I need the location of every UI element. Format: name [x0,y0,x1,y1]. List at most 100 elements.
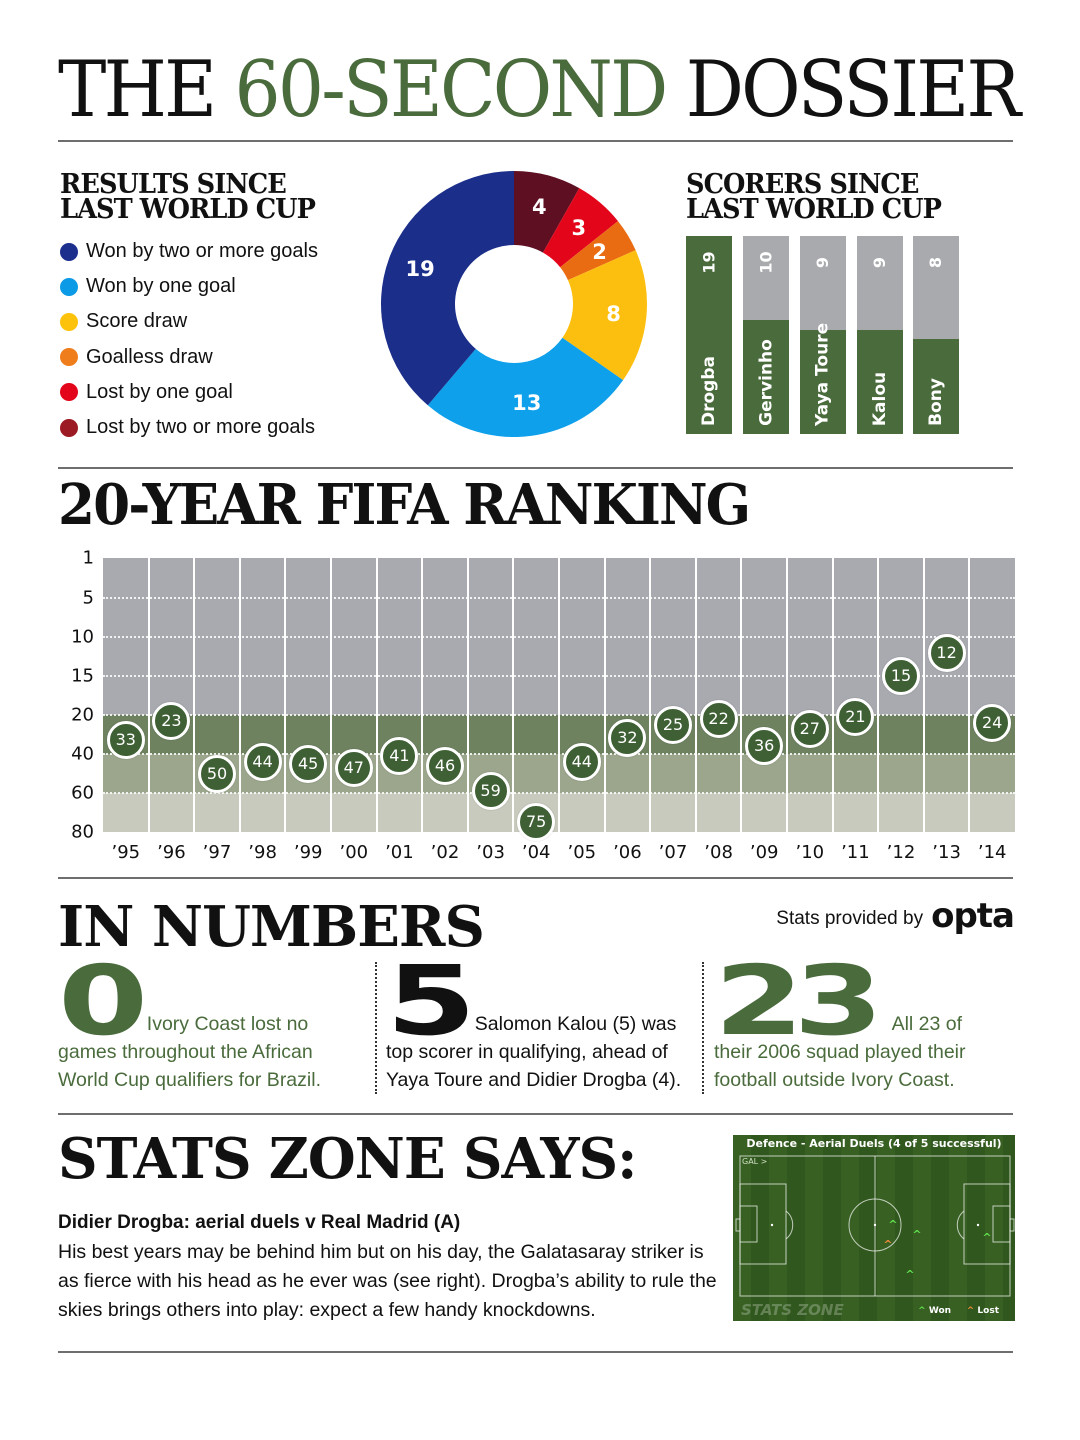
ranking-data-point: 36 [745,727,784,766]
svg-text:^: ^ [888,1218,897,1231]
x-axis-tick: ’10 [795,842,825,863]
y-axis-tick: 80 [71,821,94,843]
legend-label: Lost by two or more goals [86,416,315,439]
x-axis-tick: ’00 [339,842,369,863]
donut-slice-label: 8 [606,301,621,326]
x-axis-tick: ’07 [658,842,688,863]
y-axis-tick: 20 [71,704,94,726]
scorers-heading-line1: SCORERS SINCE [686,169,919,200]
number-fact-5: 5 Salomon Kalou (5) was top scorer in qua… [386,953,696,1094]
in-numbers-heading: IN NUMBERS [58,894,485,960]
divider [58,1351,1013,1353]
column-separator [330,558,332,832]
column-separator [512,558,515,832]
scorer-goals: 19 [699,250,719,274]
ranking-data-point: 22 [699,699,738,738]
legend-color-dot-icon [60,418,78,437]
legend-won-label: Won [928,1306,952,1316]
legend-color-dot-icon [60,383,78,402]
column-separator [603,558,606,832]
x-axis-tick: ’03 [476,842,505,863]
legend-color-dot-icon [60,277,78,296]
results-heading-line2: LAST WORLD CUP [60,194,316,225]
x-axis-tick: ’97 [202,842,232,863]
y-axis-tick: 40 [71,743,94,765]
ranking-data-point: 32 [608,719,647,758]
svg-text:^: ^ [912,1228,921,1241]
ranking-data-point: 25 [654,705,692,744]
x-axis-tick: ’95 [111,842,141,863]
scorer-bar-fill [857,330,903,434]
column-separator [466,558,469,832]
number-fact-23: 23 All 23 of their 2006 squad played thei… [714,945,1004,1094]
scorer-goals: 9 [870,256,890,268]
scorer-bar: 8 Bony [913,236,959,434]
won-marker-icon: ^ [918,1306,926,1316]
results-donut-chart: 4 3 2 8 13 19 [378,168,650,440]
x-axis-tick: ’02 [430,842,460,863]
legend-label: Won by one goal [86,275,236,298]
divider [58,140,1013,142]
ranking-data-point: 45 [289,744,328,783]
svg-text:^: ^ [883,1238,892,1251]
legend-color-dot-icon [60,242,78,261]
column-separator [877,558,880,832]
stats-zone-heading: STATS ZONE SAYS: [58,1126,637,1192]
column-separator [740,558,743,832]
column-separator [421,558,424,832]
x-axis-tick: ’09 [749,842,779,863]
x-axis-tick: ’08 [704,842,733,863]
column-separator [831,558,834,832]
ranking-heading: 20-YEAR FIFA RANKING [58,472,751,538]
svg-text:^: ^ [982,1231,991,1244]
ranking-data-point: 59 [471,772,510,811]
pitch-svg: ^ ^ ^ ^ ^ [733,1135,1015,1321]
big-number: 0 [58,945,148,1057]
x-axis-tick: ’01 [385,842,414,863]
divider [58,1113,1013,1115]
ranking-chart [103,558,1015,832]
results-heading-line1: RESULTS SINCE [60,169,287,200]
scorer-goals: 9 [813,256,833,268]
title-part-the: THE [58,45,217,135]
svg-text:^: ^ [905,1268,914,1281]
scorer-bar: 9 Kalou [857,236,903,434]
legend-label: Goalless draw [86,345,213,368]
donut-slice-label: 4 [532,195,547,220]
column-separator [922,558,925,832]
legend-item: Won by one goal [60,269,360,304]
ranking-data-point: 33 [106,721,145,760]
x-axis-tick: ’04 [521,842,551,863]
column-separator [694,558,697,832]
scorer-goals: 10 [756,250,776,274]
donut-slice-label: 2 [592,240,607,265]
column-separator [284,558,287,832]
scorers-heading-line2: LAST WORLD CUP [686,194,942,225]
donut-slice-label: 3 [571,215,587,240]
donut-slice [381,171,514,406]
x-axis-tick: ’11 [841,842,870,863]
dotted-separator [702,962,704,1094]
pitch-direction-label: GAL > [742,1157,768,1166]
column-separator [968,558,971,832]
page-title: THE 60-SECOND DOSSIER [58,44,1021,136]
legend-label: Score draw [86,310,188,333]
legend-lost-label: Lost [977,1306,999,1316]
x-axis-tick: ’98 [248,842,277,863]
scorer-bar-fill [913,339,959,434]
column-separator [375,558,378,832]
dotted-separator [375,962,377,1094]
y-axis-tick: 10 [71,626,94,648]
ranking-data-point: 12 [927,633,966,672]
big-number: 23 [714,945,884,1057]
scorer-name: Bony [926,378,947,426]
x-axis-tick: ’96 [157,842,186,863]
ranking-data-point: 50 [198,754,236,793]
scorer-name: Kalou [870,371,891,427]
y-axis-tick: 60 [71,782,94,804]
column-separator [786,558,788,832]
scorer-bar-fill [743,320,789,434]
donut-svg [381,171,647,437]
ranking-data-point: 75 [517,803,556,842]
divider [58,467,1013,469]
